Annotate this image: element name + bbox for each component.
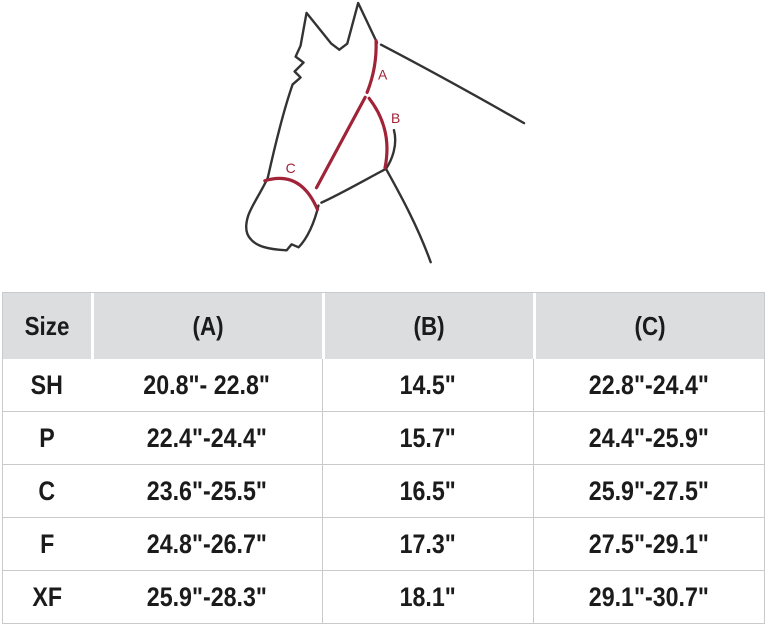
- halter-cheek-strap: [314, 95, 367, 190]
- halter-noseband-c: [263, 176, 320, 212]
- measurement-cell-a: 20.8"- 22.8": [91, 359, 322, 411]
- horse-diagram-area: A B C: [0, 0, 767, 290]
- measurement-cell-b: 14.5": [321, 359, 533, 411]
- table-row-sh: SH 20.8"- 22.8" 14.5" 22.8"-24.4": [3, 359, 764, 411]
- size-cell: C: [3, 464, 92, 517]
- measurement-label-c: C: [286, 160, 296, 176]
- horse-neck-top-line: [379, 43, 526, 125]
- measurement-cell-c: 22.8"-24.4": [532, 359, 764, 411]
- measurement-cell-a: 25.9"-28.3": [91, 570, 322, 623]
- horse-ear-outline: [338, 1, 379, 51]
- measurement-cell-a: 24.8"-26.7": [91, 517, 322, 570]
- measurement-label-b: B: [391, 110, 400, 126]
- halter-throat-strap-b: [367, 96, 389, 170]
- table-row-p: P 22.4"-24.4" 15.7" 24.4"-25.9": [3, 411, 764, 464]
- measurement-cell-c: 25.9"-27.5": [532, 464, 764, 517]
- measurement-cell-b: 18.1": [321, 570, 533, 623]
- measurement-cell-a: 22.4"-24.4": [91, 411, 322, 464]
- size-cell: P: [3, 411, 92, 464]
- horse-head-outline: [245, 11, 341, 252]
- measurement-cell-b: 16.5": [321, 464, 533, 517]
- table-row-c: C 23.6"-25.5" 16.5" 25.9"-27.5": [3, 464, 764, 517]
- halter-crown-strap-a: [365, 39, 378, 94]
- table-row-f: F 24.8"-26.7" 17.3" 27.5"-29.1": [3, 517, 764, 570]
- header-row: Size (A) (B) (C): [3, 293, 764, 359]
- column-header-a: (A): [91, 293, 322, 359]
- size-cell: SH: [3, 359, 92, 411]
- horse-diagram: A B C: [245, 1, 526, 264]
- size-chart-table-wrap: Size (A) (B) (C) SH 20.8"- 22.8" 14.5" 2…: [2, 292, 765, 624]
- size-cell: F: [3, 517, 92, 570]
- measurement-cell-c: 27.5"-29.1": [532, 517, 764, 570]
- size-cell: XF: [3, 570, 92, 623]
- measurement-cell-b: 15.7": [321, 411, 533, 464]
- measurement-label-a: A: [378, 66, 388, 82]
- size-chart-table: Size (A) (B) (C) SH 20.8"- 22.8" 14.5" 2…: [3, 293, 764, 623]
- table-row-xf: XF 25.9"-28.3" 18.1" 29.1"-30.7": [3, 570, 764, 623]
- column-header-size: Size: [3, 293, 92, 359]
- measurement-cell-c: 24.4"-25.9": [532, 411, 764, 464]
- measurement-cell-b: 17.3": [321, 517, 533, 570]
- measurement-cell-c: 29.1"-30.7": [532, 570, 764, 623]
- measurement-cell-a: 23.6"-25.5": [91, 464, 322, 517]
- column-header-b: (B): [321, 293, 533, 359]
- column-header-c: (C): [532, 293, 764, 359]
